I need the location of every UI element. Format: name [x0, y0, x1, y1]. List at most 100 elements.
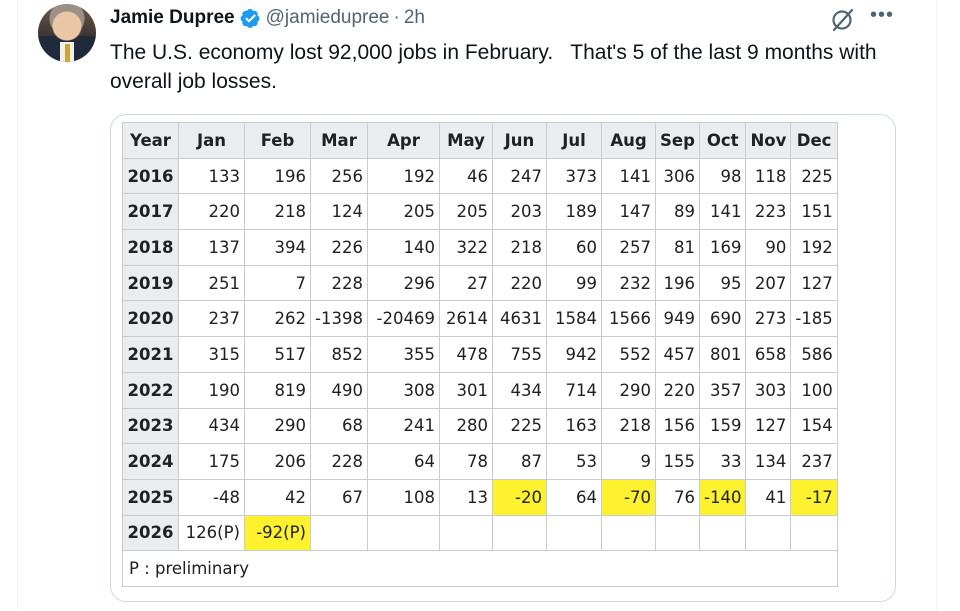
- table-cell: 156: [655, 407, 700, 445]
- column-header-feb: Feb: [244, 122, 311, 159]
- table-cell: 303: [745, 371, 792, 409]
- table-cell: [790, 514, 838, 552]
- table-cell: 192: [790, 229, 838, 266]
- table-cell: 658: [745, 336, 792, 373]
- table-cell: 714: [546, 371, 602, 409]
- highlighted-cell: -17: [790, 478, 838, 516]
- table-cell: 99: [546, 264, 602, 302]
- table-row: 2025 -48 42 67 108 13 -20 64 -70 76 -140 41 -17: [122, 478, 838, 516]
- table-cell: 154: [790, 407, 838, 445]
- year-cell: 2020: [122, 300, 179, 338]
- table-cell: 256: [310, 157, 368, 195]
- table-header-row: Year Jan Feb Mar Apr May Jun Jul Aug Sep Oct Nov Dec: [122, 122, 838, 159]
- column-header-dec: Dec: [790, 122, 838, 159]
- table-cell: 434: [178, 407, 245, 445]
- table-row: 2018 137 394 226 140 322 218 60 257 81 169 90 192: [122, 229, 838, 266]
- table-cell: 2614: [439, 300, 493, 338]
- highlighted-cell: -70: [601, 478, 656, 516]
- verified-badge-icon[interactable]: [240, 8, 261, 29]
- table-cell: 95: [698, 264, 747, 302]
- year-cell: 2024: [122, 443, 179, 480]
- table-cell: 755: [492, 336, 547, 373]
- table-cell: 220: [492, 264, 547, 302]
- table-cell: 301: [439, 371, 493, 409]
- column-header-jan: Jan: [178, 122, 245, 159]
- table-cell: -185: [790, 300, 838, 338]
- table-cell: 280: [439, 407, 493, 445]
- table-cell: 137: [178, 229, 245, 266]
- column-header-aug: Aug: [601, 122, 656, 159]
- table-cell: 100: [790, 371, 838, 409]
- table-cell: 457: [655, 336, 700, 373]
- table-cell: 322: [439, 229, 493, 266]
- table-cell: [745, 514, 792, 552]
- table-cell: 190: [178, 371, 245, 409]
- table-cell: 90: [745, 229, 792, 266]
- author-handle[interactable]: @jamiedupree: [265, 7, 390, 28]
- table-cell: 67: [310, 478, 368, 516]
- table-cell: 218: [244, 193, 311, 231]
- table-row: 2017 220 218 124 205 205 203 189 147 89 141 223 151: [122, 193, 838, 231]
- table-row: 2024 175 206 228 64 78 87 53 9 155 33 134 237: [122, 443, 838, 480]
- year-cell: 2021: [122, 336, 179, 373]
- table-cell: 517: [244, 336, 311, 373]
- table-cell: 1584: [546, 300, 602, 338]
- avatar[interactable]: [38, 4, 96, 62]
- table-cell: 296: [367, 264, 440, 302]
- table-cell: 108: [367, 478, 440, 516]
- table-cell: 68: [310, 407, 368, 445]
- table-cell: 819: [244, 371, 311, 409]
- table-cell: [546, 514, 602, 552]
- timestamp[interactable]: 2h: [403, 7, 425, 28]
- table-row: 2022 190 819 490 308 301 434 714 290 220 357 303 100: [122, 371, 838, 409]
- table-row: 2023 434 290 68 241 280 225 163 218 156 159 127 154: [122, 407, 838, 445]
- table-cell: -48: [178, 478, 245, 516]
- table-cell: 53: [546, 443, 602, 480]
- more-icon[interactable]: •••: [870, 4, 895, 26]
- table-cell: [439, 514, 493, 552]
- table-cell: 218: [492, 229, 547, 266]
- table-cell: 64: [546, 478, 602, 516]
- table-cell: 218: [601, 407, 656, 445]
- table-cell: [655, 514, 700, 552]
- column-header-jun: Jun: [492, 122, 547, 159]
- grok-icon[interactable]: [829, 7, 855, 33]
- table-cell: [367, 514, 440, 552]
- table-cell: 205: [439, 193, 493, 231]
- table-cell: 1566: [601, 300, 656, 338]
- year-cell: 2023: [122, 407, 179, 445]
- table-cell: 141: [698, 193, 747, 231]
- table-cell: 290: [601, 371, 656, 409]
- table-cell: 151: [790, 193, 838, 231]
- table-cell: 228: [310, 443, 368, 480]
- table-cell: 237: [178, 300, 245, 338]
- table-row: 2019 251 7 228 296 27 220 99 232 196 95 207 127: [122, 264, 838, 302]
- table-cell: 220: [655, 371, 700, 409]
- table-cell: 42: [244, 478, 311, 516]
- table-cell: 942: [546, 336, 602, 373]
- table-cell: 394: [244, 229, 311, 266]
- table-cell: 126(P): [178, 514, 245, 552]
- table-cell: 315: [178, 336, 245, 373]
- table-cell: [492, 514, 547, 552]
- table-cell: 241: [367, 407, 440, 445]
- table-cell: 355: [367, 336, 440, 373]
- avatar-tie: [65, 44, 70, 62]
- table-cell: 232: [601, 264, 656, 302]
- tweet-text: The U.S. economy lost 92,000 jobs in Feb…: [110, 41, 883, 93]
- table-cell: 247: [492, 157, 547, 195]
- table-cell: 434: [492, 371, 547, 409]
- table-cell: 81: [655, 229, 700, 266]
- table-cell: 196: [244, 157, 311, 195]
- table-cell: 308: [367, 371, 440, 409]
- table-cell: 189: [546, 193, 602, 231]
- table-cell: -20469: [367, 300, 440, 338]
- highlighted-cell: -140: [698, 478, 747, 516]
- table-cell: 203: [492, 193, 547, 231]
- table-cell: 257: [601, 229, 656, 266]
- author-name[interactable]: Jamie Dupree: [110, 7, 235, 28]
- table-cell: 124: [310, 193, 368, 231]
- year-cell: 2025: [122, 478, 179, 516]
- table-row: 2016 133 196 256 192 46 247 373 141 306 98 118 225: [122, 157, 838, 195]
